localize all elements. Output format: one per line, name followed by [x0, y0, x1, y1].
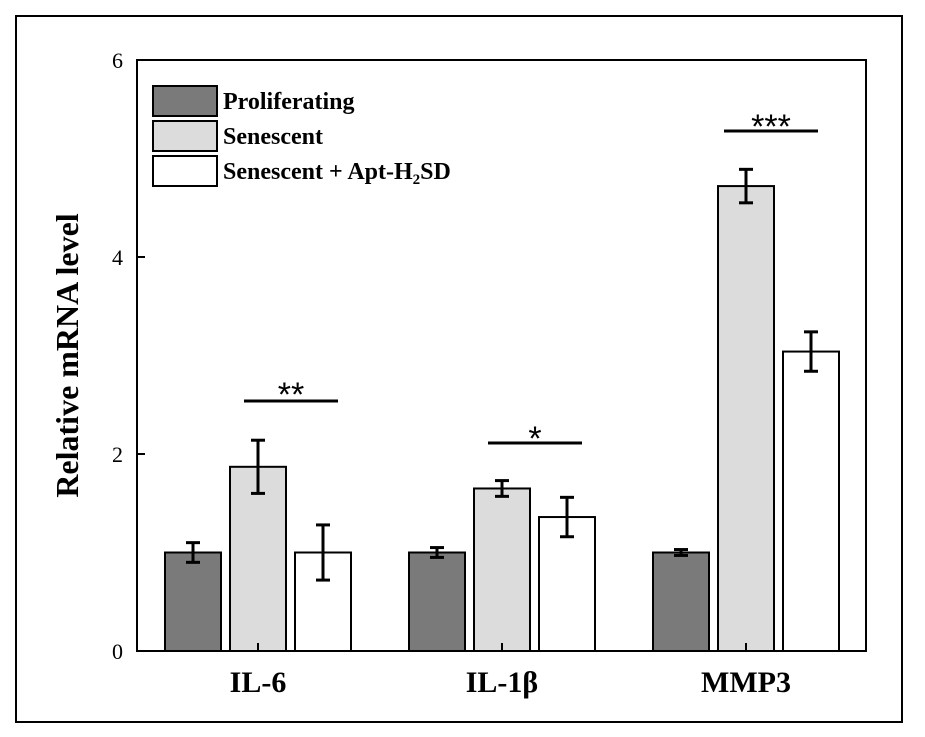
y-tick-label: 4 — [112, 245, 123, 270]
figure-frame — [15, 15, 903, 723]
significance-marker: ** — [278, 376, 304, 414]
bar-proliferating-mmp3 — [652, 551, 710, 652]
legend-label: Proliferating — [223, 89, 355, 115]
x-tick-label: MMP3 — [701, 666, 791, 699]
legend-label: Senescent + Apt-H2SD — [223, 159, 451, 188]
y-tick-label: 6 — [112, 48, 123, 73]
bar-senescent-il-1β — [538, 516, 596, 652]
significance-group: ****** — [244, 108, 818, 458]
significance-marker: * — [528, 420, 541, 458]
significance-marker: *** — [751, 108, 791, 146]
bar-senescent-mmp3 — [717, 185, 775, 653]
legend-label: Senescent — [223, 124, 323, 150]
x-axis: IL-6 IL-1β MMP3 — [230, 643, 791, 699]
x-tick-label: IL-6 — [230, 666, 287, 699]
legend-swatch — [152, 155, 218, 187]
y-axis: 0 2 4 6 — [112, 48, 145, 664]
bar-senescent-il-6 — [229, 465, 287, 652]
y-axis-title: Relative mRNA level — [49, 213, 85, 497]
legend-swatch — [152, 85, 218, 117]
bar-senescent-il-1β — [473, 487, 531, 652]
y-tick-label: 0 — [112, 639, 123, 664]
bar-senescent-mmp3 — [782, 350, 840, 652]
x-tick-label: IL-1β — [466, 666, 538, 699]
legend-swatch — [152, 120, 218, 152]
bars-group — [164, 185, 840, 653]
bar-proliferating-il-1β — [408, 551, 466, 652]
y-tick-label: 2 — [112, 442, 123, 467]
error-bars-group — [186, 167, 818, 582]
legend: Proliferating Senescent Senescent + Apt-H2… — [152, 85, 451, 188]
bar-proliferating-il-6 — [164, 551, 222, 652]
